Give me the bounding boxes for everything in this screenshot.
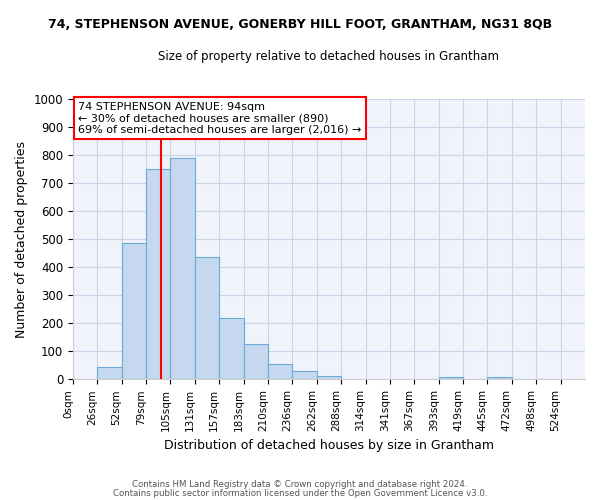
X-axis label: Distribution of detached houses by size in Grantham: Distribution of detached houses by size …: [164, 440, 494, 452]
Title: Size of property relative to detached houses in Grantham: Size of property relative to detached ho…: [158, 50, 499, 63]
Bar: [146, 169, 170, 380]
Bar: [292, 372, 317, 380]
Bar: [219, 318, 244, 380]
Bar: [244, 344, 268, 380]
Bar: [195, 258, 219, 380]
Text: Contains public sector information licensed under the Open Government Licence v3: Contains public sector information licen…: [113, 488, 487, 498]
Bar: [122, 244, 146, 380]
Text: Contains HM Land Registry data © Crown copyright and database right 2024.: Contains HM Land Registry data © Crown c…: [132, 480, 468, 489]
Text: 74 STEPHENSON AVENUE: 94sqm
← 30% of detached houses are smaller (890)
69% of se: 74 STEPHENSON AVENUE: 94sqm ← 30% of det…: [78, 102, 361, 135]
Y-axis label: Number of detached properties: Number of detached properties: [15, 140, 28, 338]
Text: 74, STEPHENSON AVENUE, GONERBY HILL FOOT, GRANTHAM, NG31 8QB: 74, STEPHENSON AVENUE, GONERBY HILL FOOT…: [48, 18, 552, 30]
Bar: [439, 377, 463, 380]
Bar: [268, 364, 292, 380]
Bar: [97, 368, 122, 380]
Bar: [317, 376, 341, 380]
Bar: [487, 376, 512, 380]
Bar: [170, 158, 195, 380]
